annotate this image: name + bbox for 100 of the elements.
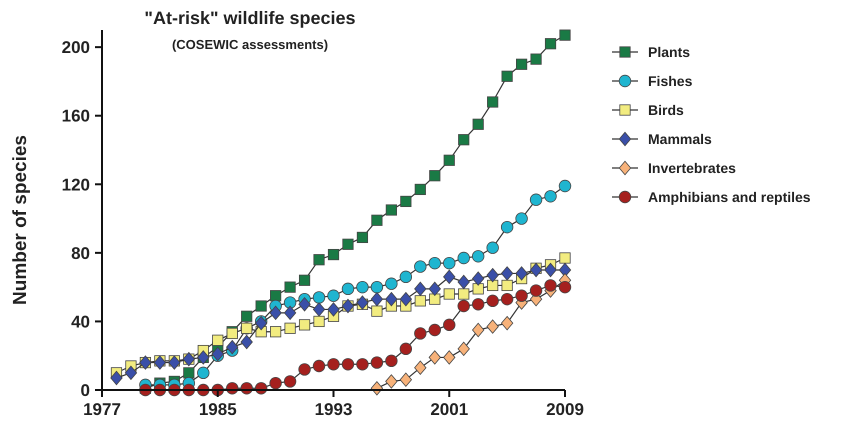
legend-label: Fishes [648, 73, 693, 89]
y-tick-label: 120 [62, 175, 90, 194]
point [458, 342, 470, 356]
point [342, 238, 354, 250]
x-tick-label: 1977 [83, 400, 121, 419]
y-tick-label: 40 [71, 312, 90, 332]
legend-label: Birds [648, 102, 684, 118]
point [443, 270, 456, 284]
point [530, 54, 542, 65]
point [429, 170, 440, 182]
point [443, 318, 456, 332]
legend-label: Mammals [648, 131, 712, 147]
y-tick-label: 0 [80, 381, 90, 400]
point [515, 212, 528, 225]
point [487, 96, 498, 108]
point [501, 316, 514, 330]
point [356, 280, 369, 294]
point [124, 366, 138, 380]
point [458, 288, 470, 300]
point [502, 70, 513, 82]
chart-title: "At-risk" wildlife species [144, 8, 356, 28]
point [530, 194, 542, 206]
point [443, 350, 456, 365]
x-tick-label: 2009 [546, 400, 584, 419]
point [544, 38, 556, 50]
point [443, 256, 456, 270]
point [414, 295, 426, 306]
point [515, 266, 528, 281]
point [312, 302, 326, 317]
point [544, 262, 557, 278]
point [500, 292, 514, 306]
point [328, 248, 340, 260]
legend-label: Plants [648, 44, 690, 60]
point [226, 340, 238, 354]
point [472, 283, 484, 294]
point [502, 280, 513, 292]
point [371, 214, 383, 226]
point [414, 327, 427, 340]
point [298, 363, 311, 376]
point [312, 360, 326, 372]
point [284, 375, 296, 388]
point [370, 292, 384, 306]
point [558, 280, 572, 294]
point [270, 290, 282, 302]
point [327, 290, 340, 302]
point [284, 322, 296, 334]
point [385, 354, 398, 368]
point [458, 252, 470, 264]
point [414, 360, 426, 375]
legend-label: Amphibians and reptiles [648, 189, 811, 205]
point [327, 358, 340, 370]
point [558, 262, 572, 278]
point [428, 324, 441, 336]
point [400, 270, 412, 284]
point [183, 367, 194, 378]
point [472, 322, 484, 338]
point [501, 266, 514, 281]
point [472, 298, 484, 310]
point [327, 302, 340, 317]
point [370, 356, 384, 369]
point [356, 232, 368, 244]
point [559, 252, 571, 264]
point [385, 292, 398, 306]
point [313, 316, 325, 328]
point [270, 306, 282, 320]
point [414, 184, 426, 196]
point [428, 350, 441, 365]
point [515, 290, 528, 302]
point [342, 358, 354, 370]
point [458, 134, 470, 146]
point [356, 295, 369, 310]
x-tick-label: 2001 [430, 400, 468, 419]
point [312, 291, 326, 304]
point [544, 279, 557, 292]
point [154, 355, 166, 370]
point [284, 306, 296, 320]
point [356, 358, 369, 370]
point [429, 294, 440, 305]
x-tick-label: 1993 [314, 400, 352, 419]
point [428, 282, 441, 296]
point [284, 282, 296, 293]
point [530, 262, 542, 278]
point [400, 292, 412, 306]
text: (COSEWIC assessments) [172, 37, 328, 52]
y-axis-title: Number of species [10, 135, 31, 305]
y-tick-label: 200 [62, 38, 90, 58]
point [386, 204, 397, 216]
point [414, 260, 427, 273]
point [486, 242, 499, 254]
point [298, 274, 310, 286]
point [444, 288, 455, 300]
point [313, 254, 325, 266]
point [486, 294, 499, 308]
point [444, 154, 455, 166]
point [486, 268, 499, 282]
y-tick-label: 80 [71, 244, 90, 263]
point [270, 326, 282, 338]
legend-label: Invertebrates [648, 160, 736, 176]
point [458, 274, 470, 290]
point [371, 306, 383, 317]
